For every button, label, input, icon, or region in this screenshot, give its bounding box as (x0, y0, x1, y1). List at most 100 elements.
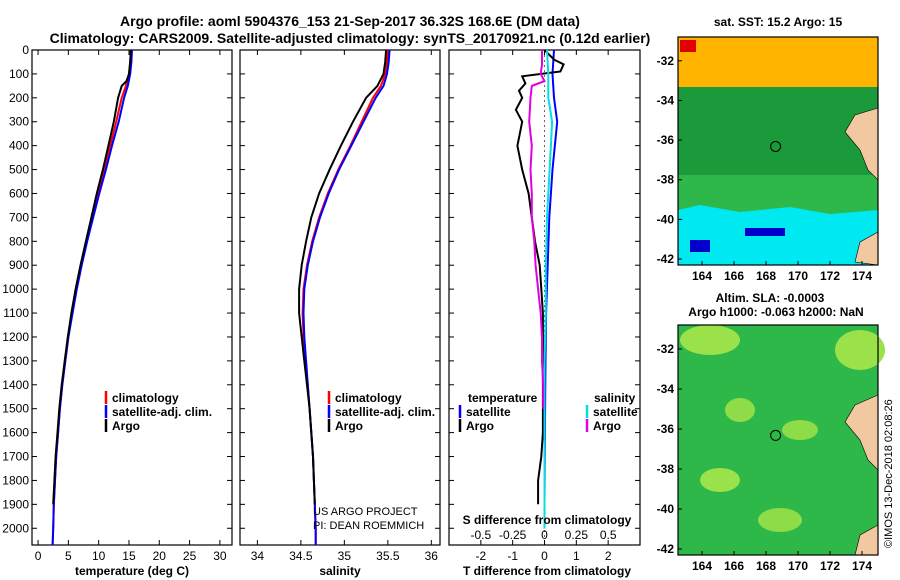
sst-map: sat. SST: 15.2 Argo: 15 164 166 168 170 172 1… (657, 15, 879, 283)
depth-tick-label: 1400 (2, 378, 29, 392)
sst-map-blue-patch (745, 228, 785, 236)
sla-map-axes: 164 166 168 170 172 174 -32 -34 -36 -38 -40 -42 (657, 342, 873, 573)
sla-map-bump (700, 468, 740, 492)
s-tick-label: -0.5 (470, 528, 491, 542)
legend-label-satellite: satellite-adj. clim. (112, 405, 212, 419)
legend-label-satellite: satellite-adj. clim. (335, 405, 435, 419)
sla-map-bump (835, 330, 885, 370)
depth-tick-label: 1500 (2, 402, 29, 416)
sst-map-axes: 164 166 168 170 172 174 -32 -34 -36 -38 -40 -42 (657, 54, 873, 283)
imos-credit: ©IMOS 13-Dec-2018 02:08:26 (883, 399, 895, 548)
salinity-axis-label: salinity (319, 564, 361, 578)
sla-map-bump (782, 420, 818, 440)
sla-map-bump (758, 508, 802, 532)
depth-tick-label: 1300 (2, 354, 29, 368)
sst-map-green-region (678, 87, 878, 175)
sst-map-title: sat. SST: 15.2 Argo: 15 (714, 15, 843, 29)
map-lon-label: 172 (820, 269, 840, 283)
series-line-s-argo (528, 50, 546, 409)
legend-label-climatology: climatology (335, 391, 402, 405)
x-tick-label: -1 (507, 549, 518, 563)
sla-map-subtitle: Argo h1000: -0.063 h2000: NaN (688, 305, 863, 319)
depth-tick-label: 200 (9, 91, 29, 105)
map-lon-label: 174 (852, 269, 872, 283)
sst-map-blue-patch (690, 240, 710, 252)
t-difference-axis-label: T difference from climatology (463, 564, 631, 578)
map-lon-label: 164 (692, 559, 712, 573)
s-tick-label: -0.25 (499, 528, 527, 542)
map-lat-label: -42 (657, 252, 675, 266)
series-line-argo (52, 49, 132, 505)
map-lat-label: -38 (657, 173, 675, 187)
x-tick-label: 20 (153, 549, 167, 563)
map-lat-label: -40 (657, 212, 675, 226)
x-tick-label: 35.5 (376, 549, 400, 563)
sst-map-warm-band (678, 37, 878, 87)
series-line-argo (298, 49, 388, 505)
x-tick-label: 5 (65, 549, 72, 563)
map-lat-label: -36 (657, 133, 675, 147)
temperature-panel: 0100200300400500600700800900100011001200… (2, 43, 233, 578)
map-lat-label: -40 (657, 502, 675, 516)
depth-tick-label: 600 (9, 186, 29, 200)
depth-tick-label: 300 (9, 115, 29, 129)
map-lat-label: -38 (657, 462, 675, 476)
sla-map-bump (725, 398, 755, 422)
x-tick-label: -2 (475, 549, 486, 563)
temperature-axis-label: temperature (deg C) (75, 564, 189, 578)
s-tick-label: 0.5 (600, 528, 617, 542)
map-lon-label: 168 (756, 559, 776, 573)
figure-title-line1: Argo profile: aoml 5904376_153 21-Sep-20… (120, 13, 580, 29)
salinity-axis: 34 34.5 35 35.5 36 (251, 50, 438, 563)
temperature-plot-frame (31, 49, 233, 546)
map-lon-label: 166 (724, 269, 744, 283)
legend-label-argo: Argo (335, 419, 363, 433)
map-lon-label: 172 (820, 559, 840, 573)
argo-location-marker (770, 429, 782, 441)
map-lon-label: 170 (788, 269, 808, 283)
depth-tick-label: 1800 (2, 473, 29, 487)
depth-tick-label: 1100 (3, 306, 29, 320)
project-annotation: US ARGO PROJECT (313, 506, 418, 518)
depth-tick-label: 2000 (2, 521, 29, 535)
legend-label-s-satellite: satellite (593, 405, 638, 419)
legend-label-t-argo: Argo (466, 419, 494, 433)
s-difference-label: S difference from climatology (463, 513, 632, 527)
depth-tick-label: 1900 (2, 497, 29, 511)
depth-tick-label: 400 (9, 139, 29, 153)
legend-header-temperature: temperature (468, 391, 538, 405)
x-tick-label: 34.5 (289, 549, 313, 563)
x-tick-label: 35 (338, 549, 352, 563)
series-line-s-satellite (543, 49, 554, 529)
x-tick-label: 2 (605, 549, 612, 563)
pi-annotation: PI: DEAN ROEMMICH (313, 520, 424, 532)
depth-tick-label: 1000 (2, 282, 29, 296)
map-lon-label: 166 (724, 559, 744, 573)
depth-tick-label: 1700 (2, 450, 29, 464)
depth-tick-label: 1200 (2, 330, 29, 344)
temperature-axis: 0 5 10 15 20 25 30 (35, 50, 227, 563)
x-tick-label: 25 (183, 549, 197, 563)
salinity-panel: 34 34.5 35 35.5 36 salinity climatology sate… (239, 49, 441, 578)
depth-tick-label: 800 (9, 234, 29, 248)
difference-panel: -2 -1 0 1 2-0.5 -0.25 0 0.25 0.5 S difference fr… (448, 49, 641, 578)
difference-legend: temperature salinity satellite Argo sate… (458, 391, 638, 433)
legend-label-t-satellite: satellite (466, 405, 511, 419)
difference-depth-ticks (449, 49, 640, 529)
salinity-plot-frame (239, 49, 441, 546)
sla-map: Altim. SLA: -0.0003 Argo h1000: -0.063 h… (657, 291, 885, 573)
legend-header-salinity: salinity (594, 391, 636, 405)
map-lat-label: -36 (657, 422, 675, 436)
legend-label-argo: Argo (112, 419, 140, 433)
depth-tick-label: 500 (9, 163, 29, 177)
map-lon-label: 168 (756, 269, 776, 283)
sst-map-red-patch (680, 40, 696, 52)
x-tick-label: 30 (213, 549, 227, 563)
difference-axis: -2 -1 0 1 2-0.5 -0.25 0 0.25 0.5 (470, 50, 617, 563)
legend-label-climatology: climatology (112, 391, 179, 405)
map-lon-label: 164 (692, 269, 712, 283)
map-lat-label: -32 (657, 54, 675, 68)
map-lat-label: -34 (657, 93, 675, 107)
sla-map-bump (680, 325, 740, 355)
depth-tick-label: 700 (9, 210, 29, 224)
